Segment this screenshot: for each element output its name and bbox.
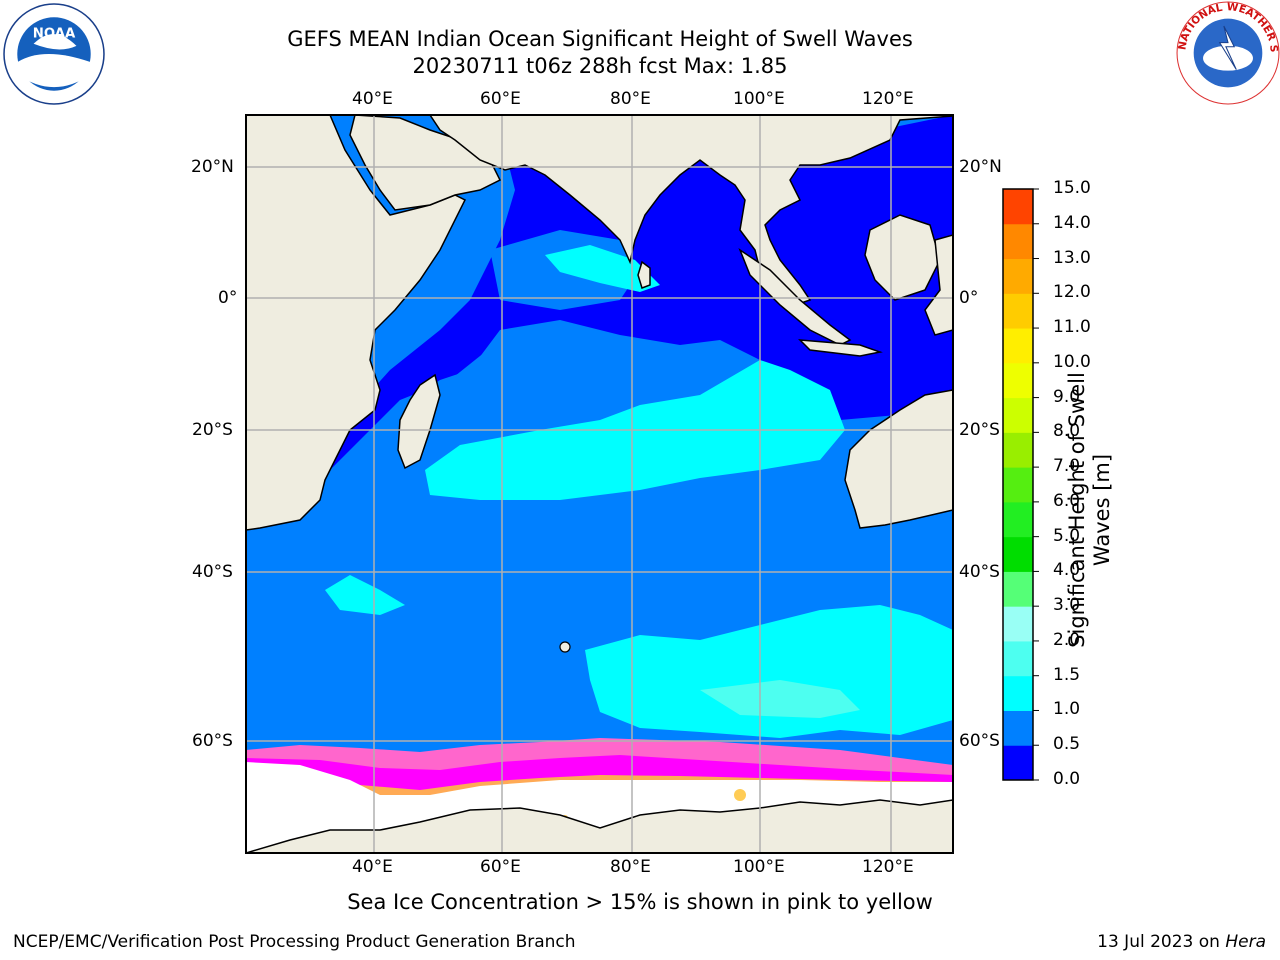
- colorbar-bin: [1003, 328, 1033, 364]
- colorbar-tick-label: 13.0: [1053, 247, 1091, 268]
- lat-label-left: 60°S: [192, 731, 233, 751]
- colorbar-bin: [1003, 571, 1033, 607]
- colorbar-bin: [1003, 293, 1033, 329]
- colorbar-tick-label: 9.0: [1053, 386, 1081, 407]
- lon-label-bottom: 40°E: [352, 857, 393, 877]
- land-kerguelen: [559, 641, 571, 653]
- colorbar-tick-label: 5.0: [1053, 525, 1081, 546]
- land-antarctica: [246, 799, 953, 853]
- noaa-logo-text: NOAA: [33, 27, 76, 42]
- colorbar-bin: [1003, 710, 1033, 746]
- land-madagascar: [397, 373, 441, 470]
- colorbar-tick-label: 12.0: [1053, 282, 1091, 303]
- lat-label-right: 0°: [959, 288, 979, 308]
- colorbar-bin: [1003, 745, 1033, 781]
- lon-label-top: 60°E: [480, 89, 521, 109]
- swell-region-cyan-light: [700, 680, 860, 718]
- lat-label-left: 20°N: [191, 157, 234, 177]
- colorbar-bin: [1003, 189, 1033, 225]
- colorbar: [1003, 188, 1039, 781]
- land-java: [798, 339, 883, 357]
- lat-label-right: 20°N: [959, 157, 1002, 177]
- colorbar-label: Significant Height of Swell Waves [m]: [1065, 372, 1114, 648]
- colorbar-bin: [1003, 432, 1033, 468]
- lat-label-left: 40°S: [192, 562, 233, 582]
- land-sri-lanka: [637, 260, 651, 289]
- colorbar-bin: [1003, 536, 1033, 572]
- map-frame: [245, 114, 954, 854]
- lon-label-top: 120°E: [862, 89, 914, 109]
- sea-ice-caption: Sea Ice Concentration > 15% is shown in …: [347, 890, 933, 914]
- gridlines: [246, 115, 953, 853]
- land-sulawesi-islands: [924, 234, 953, 336]
- colorbar-tick-label: 2.0: [1053, 629, 1081, 650]
- lon-label-bottom: 60°E: [480, 857, 521, 877]
- colorbar-tick-label: 14.0: [1053, 212, 1091, 233]
- lat-label-left: 0°: [218, 288, 238, 308]
- land-australia: [844, 389, 953, 529]
- colorbar-tick-label: 11.0: [1053, 317, 1091, 338]
- colorbar-bin: [1003, 606, 1033, 642]
- lon-label-top: 80°E: [610, 89, 651, 109]
- colorbar-tick-label: 8.0: [1053, 421, 1081, 442]
- colorbar-bin: [1003, 640, 1033, 677]
- colorbar-bin: [1003, 258, 1033, 294]
- colorbar-tick-label: 6.0: [1053, 490, 1081, 511]
- colorbar-tick-label: 10.0: [1053, 351, 1091, 372]
- colorbar-bin: [1003, 362, 1033, 399]
- lon-label-bottom: 80°E: [610, 857, 651, 877]
- swell-region-cyan-south: [585, 605, 953, 738]
- colorbar-tick-label: 15.0: [1053, 178, 1091, 198]
- footer-host: Hera: [1225, 932, 1266, 952]
- colorbar-tick-label: 3.0: [1053, 595, 1081, 616]
- lat-label-right: 40°S: [959, 562, 1000, 582]
- swell-region-cyan-sw: [325, 575, 405, 615]
- lat-label-right: 20°S: [959, 420, 1000, 440]
- footer-credit: NCEP/EMC/Verification Post Processing Pr…: [13, 932, 576, 952]
- lon-label-top: 40°E: [352, 89, 393, 109]
- land-borneo: [864, 214, 941, 301]
- colorbar-bin: [1003, 467, 1033, 503]
- colorbar-tick-label: 1.0: [1053, 699, 1081, 720]
- colorbar-tick-label: 0.5: [1053, 734, 1081, 755]
- land-asia: [429, 115, 953, 306]
- colorbar-tick-label: 7.0: [1053, 456, 1081, 477]
- land-arabia: [349, 115, 502, 211]
- land-africa: [246, 115, 467, 531]
- lat-label-left: 20°S: [192, 420, 233, 440]
- sea-ice-patch: [734, 789, 746, 801]
- colorbar-frame: [1002, 188, 1034, 781]
- colorbar-bin: [1003, 501, 1033, 538]
- colorbar-tick-label: 4.0: [1053, 560, 1081, 581]
- footer-date-text: 13 Jul 2023 on: [1097, 932, 1226, 952]
- chart-subtitle: 20230711 t06z 288h fcst Max: 1.85: [412, 54, 788, 78]
- noaa-logo-icon: NOAA: [3, 3, 105, 105]
- lon-label-bottom: 120°E: [862, 857, 914, 877]
- swell-region-low-bay: [640, 200, 760, 260]
- lon-label-top: 100°E: [733, 89, 785, 109]
- colorbar-bin: [1003, 223, 1033, 260]
- footer-date: 13 Jul 2023 on Hera: [1097, 932, 1266, 952]
- swell-region-low-north: [246, 115, 953, 530]
- nws-logo-icon: NATIONAL WEATHER SERVICE: [1176, 1, 1280, 105]
- colorbar-tick-label: 0.0: [1053, 769, 1081, 789]
- lat-label-right: 60°S: [959, 731, 1000, 751]
- colorbar-bin: [1003, 675, 1033, 711]
- colorbar-tick-label: 1.5: [1053, 664, 1081, 685]
- chart-title: GEFS MEAN Indian Ocean Significant Heigh…: [287, 27, 913, 51]
- colorbar-bin: [1003, 397, 1033, 433]
- lon-label-bottom: 100°E: [733, 857, 785, 877]
